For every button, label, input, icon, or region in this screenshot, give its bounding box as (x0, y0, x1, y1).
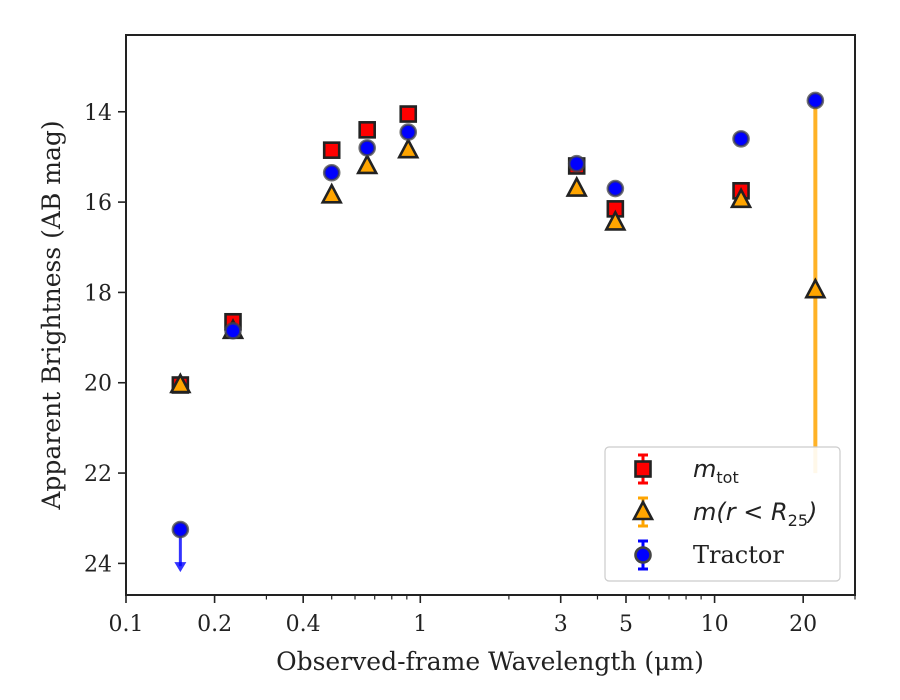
data-point (224, 322, 242, 340)
axis-ticks: 0.1 0.2 0.4 1 3 5 10 20 14 16 18 20 22 24 (84, 101, 856, 637)
data-point (356, 153, 379, 175)
data-point (806, 91, 825, 110)
data-point (804, 277, 827, 299)
plot-frame (125, 34, 856, 596)
data-point (565, 175, 588, 197)
y-tick-label: 20 (84, 372, 112, 397)
y-tick-label: 14 (84, 101, 112, 126)
y-tick-label: 22 (84, 462, 112, 487)
legend-label: Tractor (693, 541, 784, 569)
series-mtot (171, 105, 750, 394)
legend-marker (631, 499, 655, 521)
data-point (322, 163, 341, 182)
x-tick-label: 3 (554, 612, 568, 637)
x-tick-label: 0.4 (286, 612, 321, 637)
y-tick-label: 24 (84, 552, 112, 577)
data-point (729, 187, 753, 209)
x-axis-label: Observed-frame Wavelength (μm) (276, 647, 704, 676)
data-point (606, 179, 625, 198)
data-point (399, 105, 418, 123)
data-point (320, 182, 343, 204)
legend-label: mtot (693, 455, 739, 487)
data-point (732, 130, 750, 148)
x-tick-label: 1 (413, 612, 427, 637)
legend-marker (634, 546, 652, 564)
data-point (397, 137, 420, 159)
legend: mtot m(r < R25) Tractor (604, 446, 841, 582)
x-tick-label: 0.1 (109, 612, 144, 637)
x-tick-label: 20 (789, 612, 817, 637)
x-tick-label: 0.2 (197, 612, 232, 637)
legend-label: m(r < R25) (693, 498, 817, 530)
data-point (169, 372, 192, 394)
series-tractor (171, 91, 825, 573)
data-point (358, 121, 376, 139)
x-tick-label: 5 (619, 612, 633, 637)
legend-box (604, 446, 841, 582)
data-point (604, 209, 627, 231)
data-point (171, 520, 190, 539)
x-tick-label: 10 (701, 612, 729, 637)
data-point (567, 154, 586, 173)
y-tick-label: 16 (84, 191, 112, 216)
upper-limit-arrow (174, 562, 187, 573)
chart-marks (169, 91, 827, 573)
y-axis-label: Apparent Brightness (AB mag) (37, 120, 66, 510)
data-point (322, 141, 341, 159)
data-point (358, 139, 376, 157)
series-mr25 (169, 98, 827, 474)
data-point (399, 123, 418, 141)
legend-marker (634, 460, 652, 478)
y-tick-label: 18 (84, 281, 112, 306)
